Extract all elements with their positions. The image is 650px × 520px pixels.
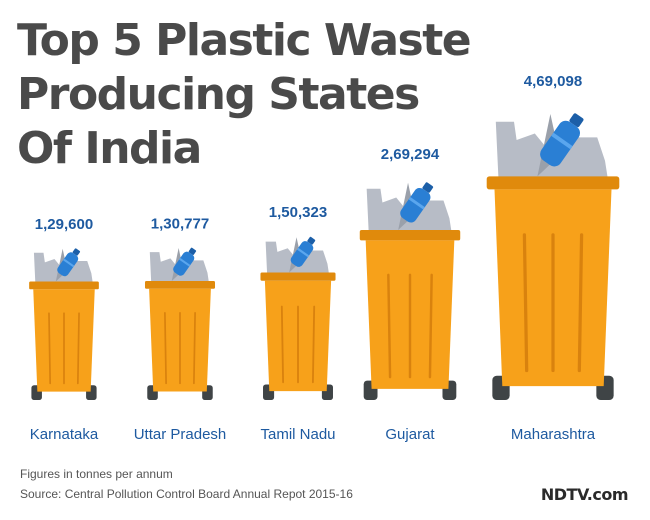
title-line-1: Top 5 Plastic Waste <box>17 15 472 66</box>
category-label: Maharashtra <box>511 426 596 443</box>
bottle-cap <box>72 248 81 256</box>
bottle-cap <box>569 113 584 128</box>
category-label: Karnataka <box>30 426 99 443</box>
bin-rib <box>577 233 584 373</box>
title-line-3: Of India <box>17 123 202 174</box>
waste-bin <box>359 182 461 400</box>
waste-bin <box>144 247 216 400</box>
bottle-body <box>173 251 195 276</box>
units-note: Figures in tonnes per annum <box>20 467 173 481</box>
source-note: Source: Central Pollution Control Board … <box>20 487 353 501</box>
bin-rim <box>144 280 216 289</box>
waste-bin <box>486 113 620 400</box>
bottle-body <box>290 241 314 267</box>
bottle-body <box>540 120 580 167</box>
value-label: 1,30,777 <box>151 215 209 232</box>
bottle-band <box>296 247 310 258</box>
bin-rib <box>193 311 196 385</box>
value-label: 4,69,098 <box>524 73 582 90</box>
category-label: Tamil Nadu <box>260 426 335 443</box>
value-label: 2,69,294 <box>381 146 440 163</box>
category-label: Uttar Pradesh <box>134 426 227 443</box>
category-label: Gujarat <box>385 426 435 443</box>
bin-rib <box>387 273 392 379</box>
value-label: 1,29,600 <box>35 216 93 233</box>
bottle-icon <box>540 113 584 167</box>
chart-title: Top 5 Plastic Waste Producing States Of … <box>17 14 557 176</box>
bottle-body <box>57 252 79 277</box>
bin-rim <box>260 272 336 281</box>
bin-rib <box>311 305 316 384</box>
bottle-body <box>400 187 431 223</box>
bin-rib <box>48 312 52 385</box>
title-line-2: Producing States <box>17 69 420 120</box>
bottle-band <box>551 132 573 150</box>
bin-rim <box>486 176 620 190</box>
bin-rib <box>164 311 167 385</box>
waste-bin <box>29 248 99 400</box>
bin-rib <box>280 305 285 384</box>
bin-rib <box>522 233 529 373</box>
waste-bin <box>260 236 336 400</box>
bottle-band <box>63 258 75 268</box>
value-label: 1,50,323 <box>269 204 327 221</box>
bottle-icon <box>57 248 81 277</box>
bottle-cap <box>188 247 197 255</box>
bottle-cap <box>422 182 434 193</box>
bin-rim <box>359 230 461 241</box>
bottle-icon <box>173 247 197 276</box>
bottle-icon <box>290 236 316 267</box>
bottle-icon <box>400 182 434 223</box>
bottle-band <box>179 257 191 267</box>
ndtv-logo: NDTV.com <box>540 485 629 504</box>
bin-rib <box>76 312 80 385</box>
bottle-cap <box>307 236 316 245</box>
bin-rim <box>29 281 99 290</box>
bin-rib <box>428 273 433 379</box>
bottle-band <box>408 196 425 210</box>
